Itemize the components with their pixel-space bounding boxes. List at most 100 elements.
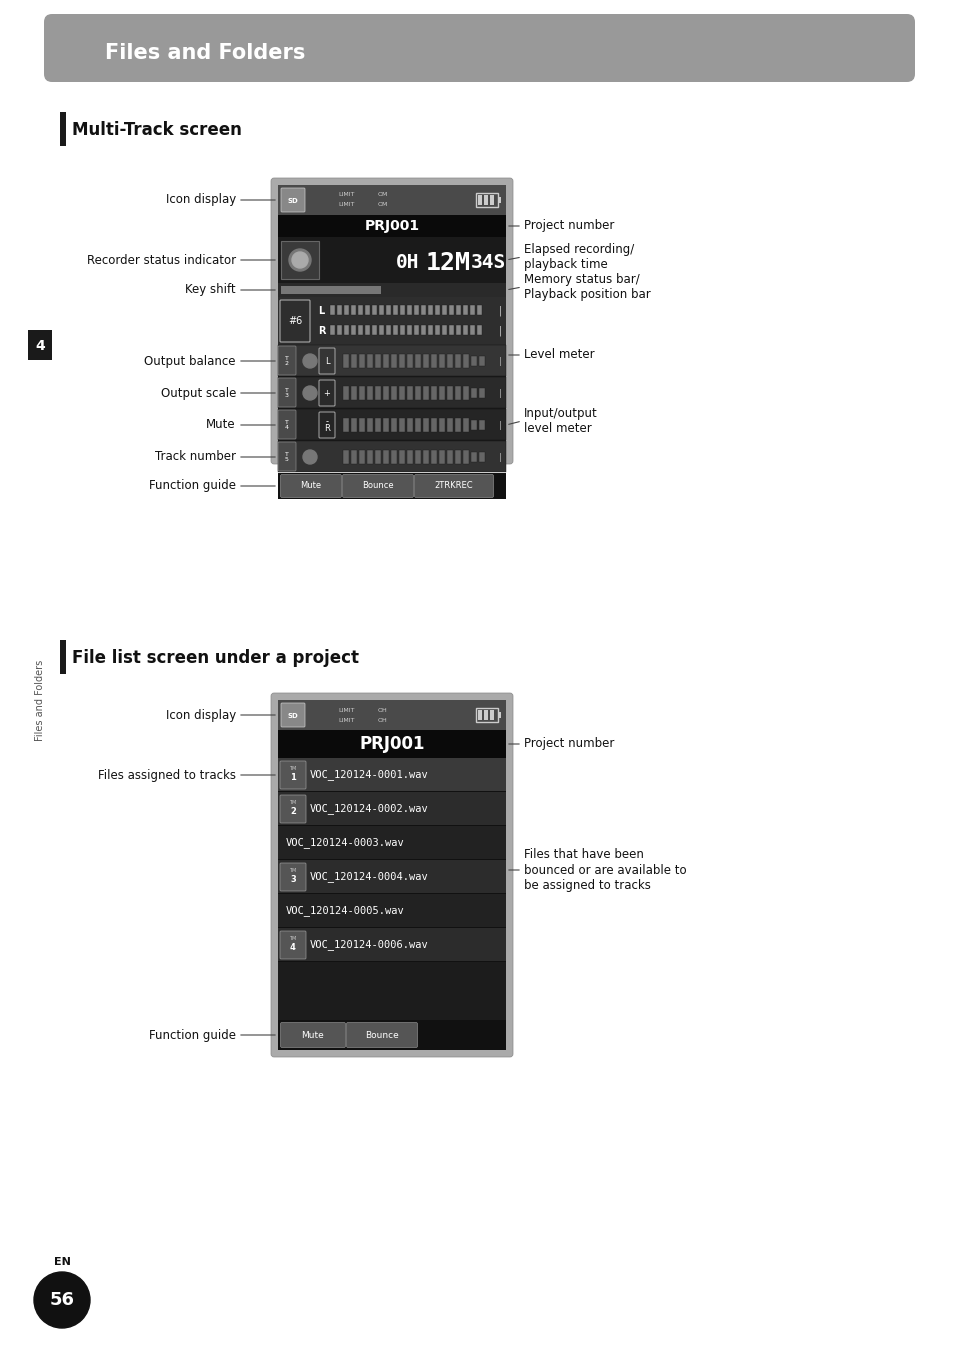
Bar [372,325,376,334]
FancyBboxPatch shape [271,177,513,464]
Bar [277,860,505,894]
Bar [391,450,396,464]
Bar [431,353,436,368]
Text: 4: 4 [35,338,45,353]
Text: |: | [498,389,501,398]
Text: R: R [317,326,325,336]
Text: OM: OM [377,192,388,198]
Bar [478,356,484,366]
Bar [471,452,476,462]
Text: Function guide: Function guide [149,1029,235,1041]
Text: Level meter: Level meter [523,348,594,362]
Bar [277,345,505,376]
Text: Icon display: Icon display [166,708,235,722]
Bar [281,286,380,294]
Bar [431,386,436,399]
FancyBboxPatch shape [277,378,295,408]
Text: Mute: Mute [301,1030,324,1040]
Text: |: | [498,421,501,429]
Bar [477,195,481,204]
Bar [344,305,349,315]
Text: -
R: - R [324,417,330,433]
Bar [277,237,505,283]
Bar [277,215,505,237]
Bar [277,927,505,961]
Bar [471,389,476,398]
FancyBboxPatch shape [280,932,306,959]
Text: LIMIT: LIMIT [337,203,355,207]
Text: Files and Folders: Files and Folders [105,43,305,64]
Text: 4: 4 [290,944,295,952]
Bar [471,420,476,431]
FancyBboxPatch shape [277,441,295,471]
Text: 2TRKREC: 2TRKREC [435,482,473,490]
FancyBboxPatch shape [44,14,914,83]
Circle shape [303,386,316,399]
Text: Memory status bar/
Playback position bar: Memory status bar/ Playback position bar [523,274,650,301]
Bar [398,353,405,368]
FancyBboxPatch shape [342,474,413,497]
Bar [462,305,468,315]
Text: T
3: T 3 [285,389,289,398]
FancyBboxPatch shape [280,862,306,891]
Text: 2: 2 [290,807,295,816]
Text: 12M: 12M [425,250,470,275]
Bar [277,441,505,473]
Text: OH: OH [377,718,387,723]
Bar [477,709,481,720]
Bar [277,185,505,458]
Bar [60,640,66,674]
Bar [420,325,426,334]
Text: VOC_120124-0001.wav: VOC_120124-0001.wav [310,769,428,780]
FancyBboxPatch shape [280,474,341,497]
Bar [343,353,349,368]
Circle shape [303,353,316,368]
Bar [490,195,494,204]
Bar [470,305,475,315]
Bar [382,353,389,368]
Text: Elapsed recording/
playback time: Elapsed recording/ playback time [523,242,634,271]
Circle shape [292,252,308,268]
Text: Mute: Mute [300,482,321,490]
Bar [449,325,454,334]
Bar [435,305,439,315]
Bar [277,730,505,758]
Text: |: | [498,452,501,462]
Bar [386,305,391,315]
Text: |: | [498,356,501,366]
Bar [365,325,370,334]
Text: VOC_120124-0005.wav: VOC_120124-0005.wav [286,906,404,917]
FancyBboxPatch shape [277,410,295,439]
Bar [367,450,373,464]
Bar [277,894,505,927]
Bar [478,452,484,462]
Bar [367,353,373,368]
Bar [351,305,355,315]
Bar [277,700,505,730]
Text: Icon display: Icon display [166,194,235,207]
Bar [277,376,505,408]
Text: TM: TM [289,936,296,941]
Bar [351,353,356,368]
Bar [449,305,454,315]
Circle shape [303,450,316,464]
FancyBboxPatch shape [280,1022,345,1048]
Text: LIMIT: LIMIT [337,708,355,712]
Bar [351,325,355,334]
Bar [336,325,341,334]
Text: SD: SD [287,714,298,719]
Text: LIMIT: LIMIT [337,718,355,723]
Bar [422,418,429,432]
Text: T
2: T 2 [285,356,289,366]
Bar [441,305,447,315]
FancyBboxPatch shape [280,761,306,789]
Text: Bounce: Bounce [362,482,394,490]
Bar [476,194,497,207]
Text: LIMIT: LIMIT [337,192,355,198]
Bar [277,758,505,791]
Text: Output scale: Output scale [160,386,235,399]
Bar [357,325,363,334]
Bar [476,305,481,315]
Text: #6: #6 [288,315,302,326]
Text: Output balance: Output balance [144,355,235,367]
